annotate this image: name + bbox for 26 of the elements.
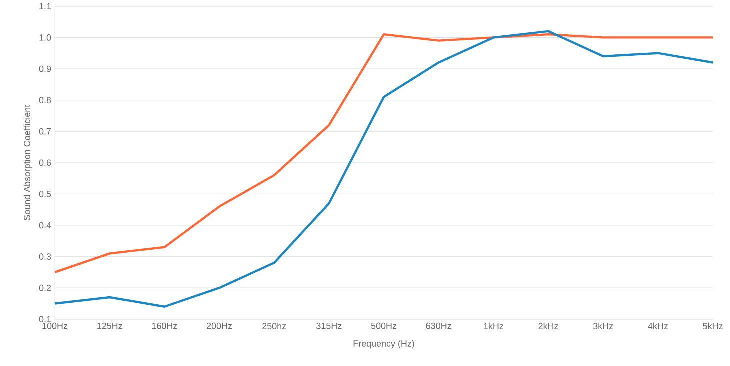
x-tick-label: 250hz — [262, 322, 286, 330]
y-tick-label: 0.3 — [39, 253, 52, 260]
x-tick-label: 2kHz — [538, 322, 558, 330]
y-tick-label: 0.7 — [39, 128, 52, 135]
y-tick-label: 0.5 — [39, 190, 52, 198]
y-tick-label: 0.1 — [39, 316, 52, 322]
y-tick-label: 0.9 — [39, 66, 52, 72]
y-tick-label: 0.6 — [39, 160, 52, 166]
x-tick-label: 500Hz — [371, 322, 397, 330]
x-tick-label: 315Hz — [316, 322, 342, 330]
y-tick-label: 0.2 — [39, 284, 52, 292]
y-axis-title: Sound Absorption Coefficient — [24, 104, 32, 220]
x-tick-label: 1kHz — [484, 322, 504, 330]
x-tick-label: 100Hz — [42, 322, 68, 330]
y-tick-label: 1.0 — [40, 34, 52, 41]
y-tick-label: 0.4 — [39, 222, 52, 228]
x-tick-label: 160Hz — [152, 322, 178, 330]
x-tick-label: 200Hz — [207, 322, 232, 330]
x-tick-label: 630Hz — [426, 322, 452, 330]
x-tick-label: 3kHz — [593, 322, 614, 330]
x-axis-title: Frequency (Hz) — [354, 340, 414, 349]
x-tick-label: 4kHz — [648, 322, 668, 330]
y-tick-label: 0.8 — [39, 96, 52, 104]
x-tick-label: 5kHz — [703, 322, 723, 330]
x-tick-label: 125Hz — [98, 322, 122, 330]
y-tick-label: 1.1 — [40, 3, 52, 10]
